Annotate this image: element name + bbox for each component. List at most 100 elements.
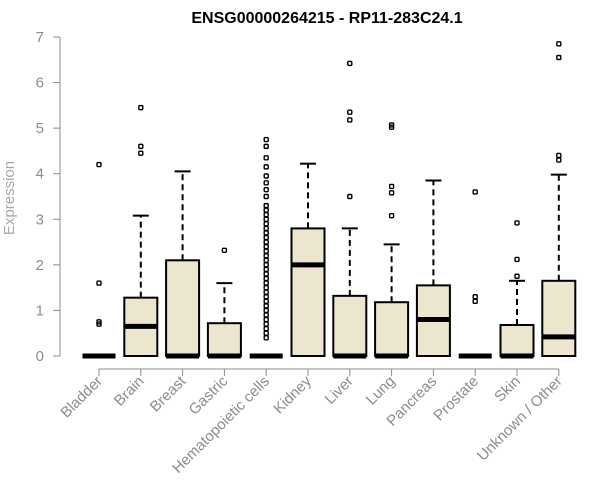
- outlier-point: [263, 266, 269, 273]
- outlier-point: [514, 256, 520, 263]
- y-axis: 0 1 2 3 4 5 6 7: [36, 29, 61, 365]
- outlier-point: [263, 207, 269, 213]
- outlier-point: [472, 294, 478, 300]
- box-liver: [332, 60, 368, 359]
- outlier-point: [514, 220, 520, 226]
- outlier-point: [388, 122, 395, 128]
- outlier-point: [263, 289, 269, 295]
- box-lung: [374, 122, 410, 359]
- outlier-point: [263, 330, 269, 336]
- box-rect: [332, 294, 368, 357]
- outlier-point: [388, 212, 395, 219]
- outlier-point: [221, 247, 228, 253]
- outlier-point: [347, 117, 353, 123]
- outlier-point: [263, 243, 269, 250]
- x-tick-label: Breast: [147, 372, 190, 415]
- box-hematopoietic-cells: [249, 136, 283, 359]
- outlier-point: [263, 303, 269, 309]
- x-tick-label: Bladder: [57, 373, 106, 422]
- outlier-point: [138, 143, 144, 150]
- outlier-point: [263, 271, 269, 277]
- y-tick-label: 7: [36, 29, 44, 46]
- box-pancreas: [415, 179, 451, 357]
- box-prostate: [458, 189, 492, 359]
- outlier-point: [347, 60, 353, 67]
- outlier-point: [263, 294, 269, 300]
- x-tick-label: Kidney: [270, 372, 315, 417]
- y-tick-label: 5: [36, 120, 44, 137]
- outlier-point: [388, 190, 395, 196]
- outlier-point: [263, 173, 269, 179]
- outlier-point: [472, 298, 478, 305]
- outlier-point: [263, 225, 269, 232]
- outlier-point: [556, 41, 562, 47]
- x-tick-label: Prostate: [430, 373, 482, 425]
- outlier-point: [96, 280, 102, 286]
- outlier-point: [263, 230, 269, 236]
- box-unknown-other: [541, 41, 577, 357]
- box-rect: [165, 259, 201, 357]
- box-kidney: [290, 162, 326, 357]
- outlier-point: [263, 239, 269, 245]
- outlier-point: [347, 109, 353, 115]
- outlier-point: [263, 155, 269, 161]
- outlier-point: [556, 152, 562, 159]
- outlier-point: [263, 335, 269, 341]
- outlier-point: [263, 202, 269, 209]
- outlier-point: [263, 253, 269, 259]
- outlier-point: [263, 262, 269, 268]
- outlier-point: [96, 161, 102, 168]
- outlier-point: [472, 189, 478, 195]
- x-tick-label: Lung: [363, 373, 399, 409]
- x-tick-label: Liver: [322, 373, 357, 408]
- y-tick-label: 3: [36, 211, 44, 228]
- outlier-point: [263, 298, 269, 305]
- outlier-point: [138, 104, 144, 111]
- box-rect: [541, 279, 577, 357]
- outlier-point: [263, 257, 269, 263]
- outlier-point: [263, 186, 269, 193]
- outlier-point: [263, 136, 269, 143]
- box-skin: [499, 220, 535, 359]
- outlier-point: [263, 212, 269, 218]
- outlier-point: [514, 273, 520, 279]
- outlier-point: [263, 248, 269, 254]
- outlier-point: [263, 275, 269, 282]
- outlier-point: [263, 325, 269, 332]
- outlier-point: [347, 193, 353, 200]
- box-bladder: [82, 161, 116, 359]
- y-tick-label: 1: [36, 302, 44, 319]
- outlier-point: [263, 312, 269, 318]
- y-tick-label: 4: [36, 166, 44, 183]
- outlier-point: [263, 180, 269, 186]
- box-breast: [165, 170, 201, 359]
- y-tick-label: 2: [36, 257, 44, 274]
- outlier-point: [263, 234, 269, 241]
- outlier-point: [388, 183, 395, 190]
- y-axis-label: Expression: [1, 161, 18, 235]
- outlier-point: [263, 280, 269, 286]
- outlier-point: [138, 150, 144, 156]
- chart-title: ENSG00000264215 - RP11-283C24.1: [191, 10, 462, 27]
- box-rect: [374, 301, 410, 357]
- outlier-point: [263, 284, 269, 291]
- outlier-point: [263, 321, 269, 327]
- x-tick-label: Brain: [111, 373, 148, 410]
- outlier-point: [263, 164, 269, 170]
- outlier-point: [263, 316, 269, 323]
- y-tick-label: 6: [36, 75, 44, 92]
- outlier-point: [263, 193, 269, 200]
- box-rect: [499, 324, 535, 357]
- outlier-point: [263, 216, 269, 222]
- box-brain: [123, 104, 159, 358]
- y-tick-label: 0: [36, 348, 44, 365]
- outlier-point: [96, 319, 102, 325]
- x-tick-label: Skin: [491, 373, 524, 406]
- boxes-group: [82, 41, 577, 359]
- outlier-point: [263, 143, 269, 150]
- box-gastric: [206, 247, 242, 359]
- outlier-point: [556, 157, 562, 163]
